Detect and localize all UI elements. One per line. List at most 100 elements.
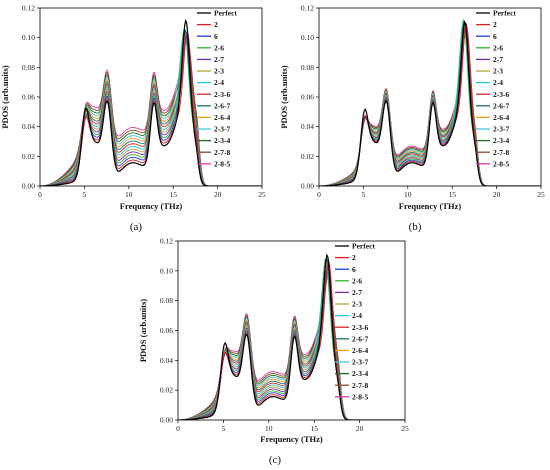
legend-label: 2-7-8 [493, 148, 509, 157]
legend-label: 2-6 [352, 276, 362, 285]
y-tick-label: 0.08 [160, 296, 173, 305]
legend-label: 2-6-4 [214, 113, 230, 122]
legend-label: 2-3-4 [352, 369, 368, 378]
x-tick-label: 15 [448, 190, 456, 199]
legend-label: 2-7-8 [352, 381, 368, 390]
y-tick-label: 0.00 [301, 182, 314, 191]
y-tick-label: 0.10 [160, 266, 173, 275]
legend-label: 2-3-6 [352, 323, 368, 332]
legend-label: 6 [214, 32, 218, 41]
legend-label: 2-6 [214, 43, 224, 52]
series-line-2-3 [178, 265, 405, 420]
legend-label: 2 [493, 20, 497, 29]
y-tick-label: 0.12 [160, 237, 173, 246]
y-tick-label: 0.04 [160, 356, 173, 365]
x-tick-label: 10 [404, 190, 412, 199]
legend: Perfect 2 6 2-6 2-7 2-3 2-4 2-3-6 2-6-7 2-6-4 2-3-… [197, 9, 237, 168]
x-tick-label: 20 [356, 424, 364, 433]
y-axis-title: PDOS (arb.units) [279, 65, 289, 128]
legend-label: 2-6-7 [352, 334, 368, 343]
x-tick-label: 20 [493, 190, 501, 199]
legend-label: 2-3-7 [352, 358, 368, 367]
x-axis-title: Frequency (THz) [399, 201, 462, 211]
y-tick-label: 0.04 [22, 122, 35, 131]
legend-label: 2-3-6 [214, 90, 230, 99]
x-tick-label: 0 [176, 424, 180, 433]
x-tick-label: 5 [222, 424, 226, 433]
x-tick-label: 25 [258, 190, 266, 199]
legend-label: 2-4 [493, 78, 503, 87]
legend-label: 6 [352, 265, 356, 274]
y-tick-label: 0.04 [301, 122, 314, 131]
legend-label: 2-3 [493, 67, 503, 76]
y-tick-label: 0.12 [22, 4, 35, 13]
series-line-perfect [178, 253, 405, 420]
y-axis-title: PDOS (arb.units) [0, 65, 10, 128]
y-tick-label: 0.06 [160, 326, 173, 335]
legend-label: 2-7-8 [214, 148, 230, 157]
x-tick-label: 20 [214, 190, 222, 199]
y-tick-label: 0.02 [301, 152, 314, 161]
legend-label: Perfect [214, 9, 237, 18]
legend-label: 2-6-7 [214, 101, 230, 110]
legend-label: 2-3 [214, 67, 224, 76]
legend-label: 2 [352, 253, 356, 262]
series-lines [40, 18, 262, 186]
legend-label: 2-8-5 [214, 159, 230, 168]
y-tick-label: 0.02 [22, 152, 35, 161]
legend: Perfect 2 6 2-6 2-7 2-3 2-4 2-3-6 2-6-7 2-6-4 2-3-… [335, 242, 375, 401]
y-tick-label: 0.10 [301, 33, 314, 42]
legend-label: 2 [214, 20, 218, 29]
legend-label: 6 [493, 32, 497, 41]
x-tick-label: 15 [169, 190, 177, 199]
x-tick-label: 10 [125, 190, 133, 199]
legend-label: Perfect [493, 9, 516, 18]
chart-panel-c: 0 5 10 15 20 25 0.00 0.02 0.04 0.06 0.08 0.10 0.12 Fr… [138, 237, 409, 467]
x-axis-title: Frequency (THz) [120, 201, 183, 211]
x-tick-label: 5 [83, 190, 87, 199]
y-tick-label: 0.08 [22, 63, 35, 72]
y-tick-label: 0.02 [160, 386, 173, 395]
y-tick-label: 0.00 [22, 182, 35, 191]
legend-label: 2-6-7 [493, 101, 509, 110]
y-tick-label: 0.06 [301, 93, 314, 102]
x-tick-label: 15 [310, 424, 318, 433]
series-lines [319, 18, 541, 186]
panel-label: (c) [269, 454, 282, 466]
legend-label: 2-7 [214, 55, 224, 64]
legend-label: 2-4 [214, 78, 224, 87]
y-tick-label: 0.08 [301, 63, 314, 72]
panel-label: (b) [409, 221, 422, 233]
series-lines [178, 253, 405, 420]
series-line-2-4 [178, 260, 405, 420]
legend-label: 2-6 [493, 43, 503, 52]
legend-label: 2-3-6 [493, 90, 509, 99]
legend-label: 2-8-5 [493, 159, 509, 168]
y-axis-title: PDOS (arb.units) [138, 299, 148, 362]
x-tick-label: 5 [362, 190, 366, 199]
legend-label: 2-3 [352, 300, 362, 309]
legend-label: 2-4 [352, 311, 362, 320]
legend-label: 2-3-4 [214, 136, 230, 145]
legend-label: Perfect [352, 242, 375, 251]
x-tick-label: 25 [537, 190, 545, 199]
y-tick-label: 0.10 [22, 33, 35, 42]
legend-label: 2-3-7 [214, 125, 230, 134]
chart-panel-b: 0 5 10 15 20 25 0.00 0.02 0.04 0.06 0.08 0.10 0.12 Fr… [279, 4, 545, 234]
panel-label: (a) [130, 221, 143, 233]
series-line-perfect [40, 18, 262, 186]
y-tick-label: 0.12 [301, 4, 314, 13]
legend-label: 2-7 [493, 55, 503, 64]
legend-label: 2-6-4 [352, 346, 368, 355]
x-axis-title: Frequency (THz) [260, 434, 323, 444]
x-tick-label: 0 [38, 190, 42, 199]
legend-label: 2-8-5 [352, 392, 368, 401]
legend-label: 2-3-7 [493, 125, 509, 134]
legend-label: 2-6-4 [493, 113, 509, 122]
y-tick-label: 0.06 [22, 93, 35, 102]
y-tick-label: 0.00 [160, 416, 173, 425]
legend-label: 2-7 [352, 288, 362, 297]
legend-label: 2-3-4 [493, 136, 509, 145]
legend: Perfect 2 6 2-6 2-7 2-3 2-4 2-3-6 2-6-7 2-6-4 2-3-… [476, 9, 516, 168]
